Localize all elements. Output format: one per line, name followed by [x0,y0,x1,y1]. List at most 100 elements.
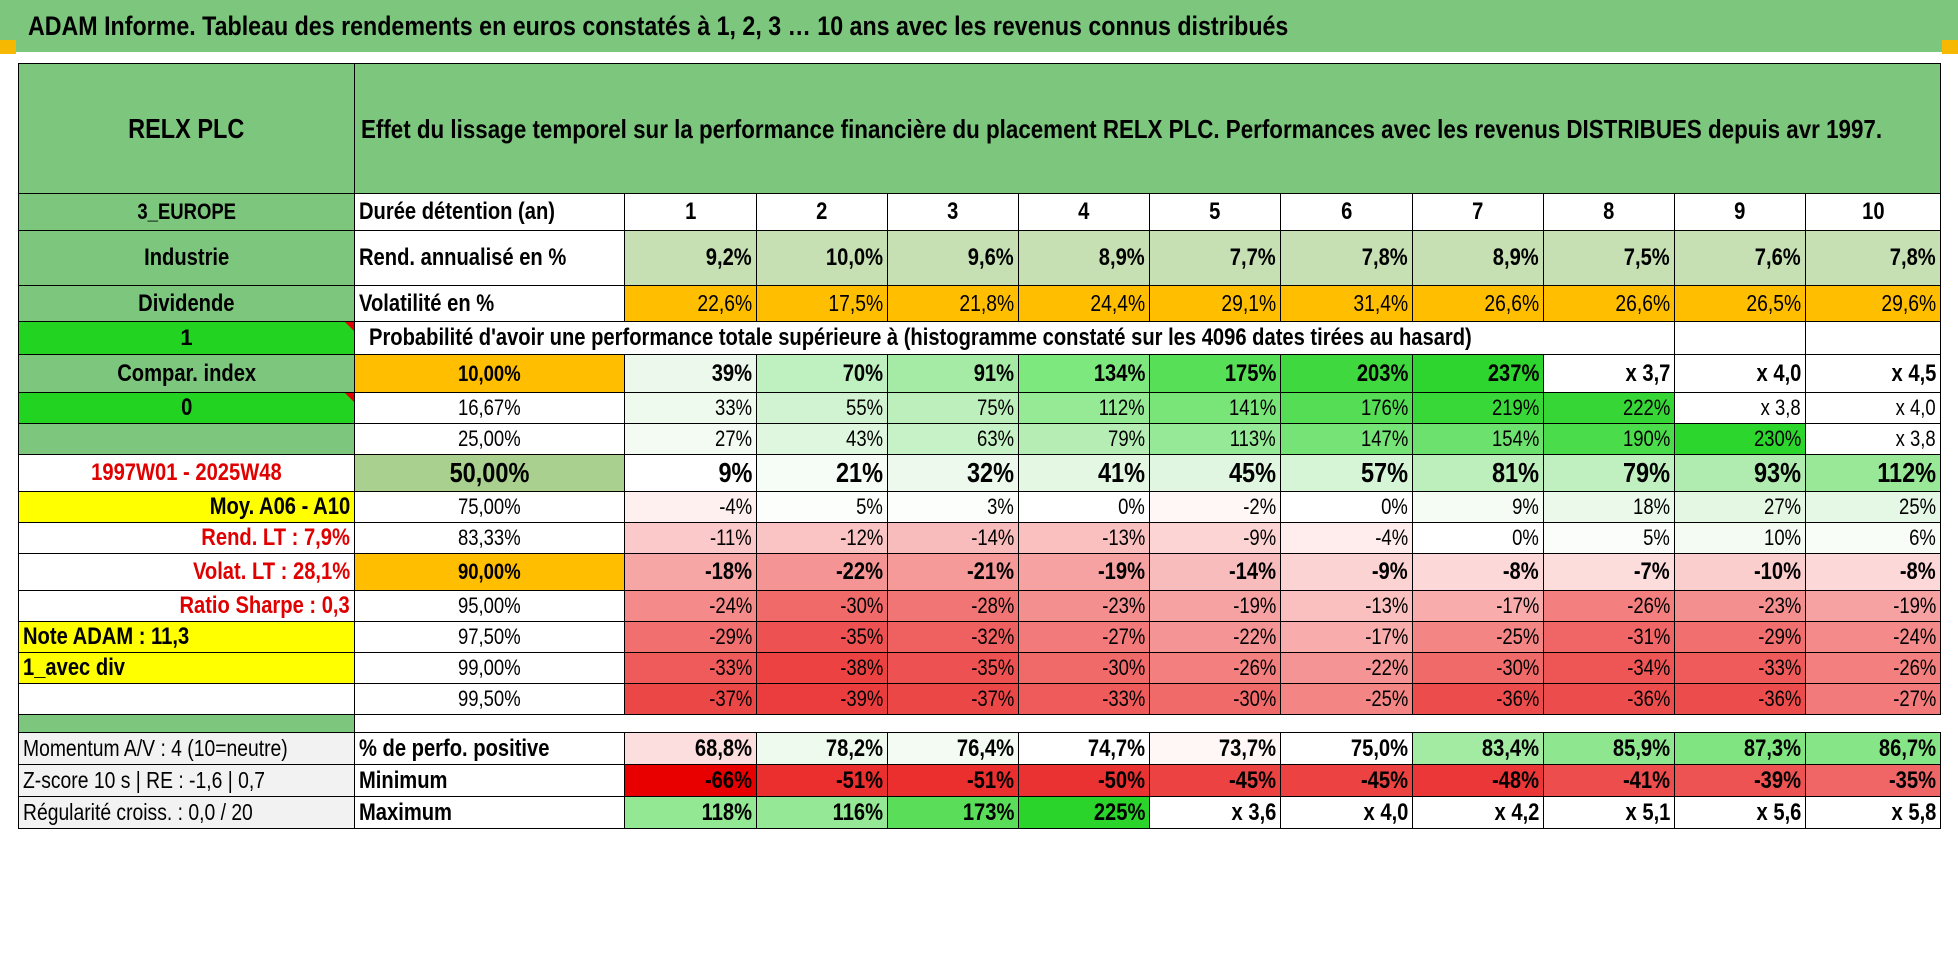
probability-value-text: -14% [1228,558,1276,585]
positive-value-text: 74,7% [1087,734,1145,762]
description-cell: Effet du lissage temporel sur la perform… [353,63,1942,194]
positive-value-text: 87,3% [1743,734,1801,762]
probability-value-text: 81% [1491,457,1539,488]
vol-label: Volatilité en % [359,289,495,317]
probability-value-text: 112% [1099,395,1145,420]
rend-value-cell: 9,2% [624,230,757,286]
probability-value-text: -17% [1495,593,1539,618]
minimum-value-text: -35% [1889,766,1937,794]
probability-value-cell: 203% [1280,354,1413,393]
vol-value-text: 29,6% [1881,290,1937,316]
maximum-value-text: 225% [1093,798,1145,826]
positive-label-cell: % de perfo. positive [354,732,625,765]
year-header-cell: 6 [1280,193,1413,231]
probability-value-cell: 70% [756,354,888,393]
vol-value-cell: 31,4% [1280,285,1413,322]
probability-value-cell: -29% [1674,621,1806,653]
probability-value-cell: x 4,0 [1804,392,1942,424]
rend-value-cell: 7,6% [1674,230,1806,286]
probability-value-cell: -36% [1412,683,1544,715]
probability-value-cell: -4% [624,491,757,523]
probability-value-cell: -30% [1412,652,1544,684]
minimum-value-text: -48% [1491,766,1539,794]
minimum-value-text: -50% [1097,766,1145,794]
threshold-text: 95,00% [458,593,521,618]
probability-value-text: -24% [708,593,752,618]
vol-label-cell: Volatilité en % [354,285,625,322]
minimum-value-text: -45% [1228,766,1276,794]
probability-value-cell: -39% [756,683,888,715]
flag-one-cell: 1 [18,321,355,355]
threshold-cell: 95,00% [354,590,625,622]
empty-cell [1674,321,1806,355]
probability-value-cell: 9% [1412,491,1544,523]
probability-value-cell: -36% [1543,683,1675,715]
threshold-text: 99,00% [458,655,521,680]
probability-row: Compar. index 10,00% 39% 70% 91% 134% 175% 203%… [18,354,1942,393]
probability-value-text: -38% [839,655,883,680]
probability-value-text: x 3,8 [1896,426,1937,451]
probability-value-cell: 154% [1412,423,1544,455]
side-empty-cell [18,683,355,715]
maximum-value-text: 173% [962,798,1014,826]
probability-value-cell: -25% [1412,621,1544,653]
year-header-cell: 5 [1149,193,1281,231]
report-description: Effet du lissage temporel sur la perform… [361,113,1883,144]
probability-value-cell: 39% [624,354,757,393]
probability-value-text: 79% [1622,457,1670,488]
probability-value-text: 55% [846,395,883,420]
probability-value-cell: 112% [1804,454,1942,492]
maximum-value-cell: 173% [887,796,1019,829]
vol-value-text: 21,8% [959,290,1014,316]
positive-value-cell: 87,3% [1674,732,1806,765]
minimum-value-text: -41% [1622,766,1670,794]
rend-value-text: 8,9% [1099,244,1145,271]
rend-lt-cell: Rend. LT : 7,9% [18,522,355,554]
probability-value-cell: -30% [756,590,888,622]
probability-value-text: 27% [1764,494,1801,519]
probability-value-cell: -19% [1018,553,1150,591]
threshold-text: 16,67% [458,395,521,420]
threshold-text: 97,50% [458,624,521,649]
probability-value-text: -33% [708,655,752,680]
positive-value-text: 68,8% [694,734,752,762]
positive-value-cell: 83,4% [1412,732,1544,765]
minimum-value-text: -66% [704,766,752,794]
maximum-value-cell: x 5,1 [1543,796,1675,829]
probability-value-cell: 222% [1543,392,1675,424]
probability-value-text: -4% [719,494,752,519]
rend-value-text: 10,0% [825,244,883,271]
rend-value-cell: 7,8% [1280,230,1413,286]
sharpe-text: Ratio Sharpe : 0,3 [179,592,350,619]
probability-value-cell: 21% [756,454,888,492]
probability-value-cell: -2% [1149,491,1281,523]
probability-value-cell: 55% [756,392,888,424]
probability-value-text: -36% [1495,686,1539,711]
corner-marker-left [0,40,16,54]
probability-value-text: -30% [1495,655,1539,680]
threshold-cell: 83,33% [354,522,625,554]
probability-row: Ratio Sharpe : 0,3 95,00% -24% -30% -28% -23%… [18,590,1942,622]
company-name-cell: RELX PLC [18,63,355,194]
dividend-label: Dividende [138,289,235,317]
probability-value-text: 33% [715,395,752,420]
probability-value-text: 41% [1097,457,1145,488]
probability-value-cell: -22% [1280,652,1413,684]
maximum-value-text: x 5,8 [1891,798,1937,826]
probability-value-text: -22% [835,558,883,585]
probability-value-text: -26% [1893,655,1937,680]
minimum-value-cell: -51% [756,764,888,797]
probability-row: 99,50% -37% -39% -37% -33% -30% -25% -36% -36% -3… [18,683,1942,715]
minimum-value-text: -45% [1360,766,1408,794]
probability-value-text: -32% [970,624,1014,649]
probability-value-cell: x 3,8 [1674,392,1806,424]
probability-value-cell: -33% [624,652,757,684]
minimum-side-text: Z-score 10 s | RE : -1,6 | 0,7 [23,767,265,793]
rend-label: Rend. annualisé en % [359,244,567,271]
probability-value-text: 18% [1633,494,1670,519]
sharpe-cell: Ratio Sharpe : 0,3 [18,590,355,622]
minimum-value-text: -39% [1753,766,1801,794]
rend-value-text: 9,2% [706,244,752,271]
probability-value-text: 6% [1909,525,1937,550]
probability-value-cell: -8% [1412,553,1544,591]
